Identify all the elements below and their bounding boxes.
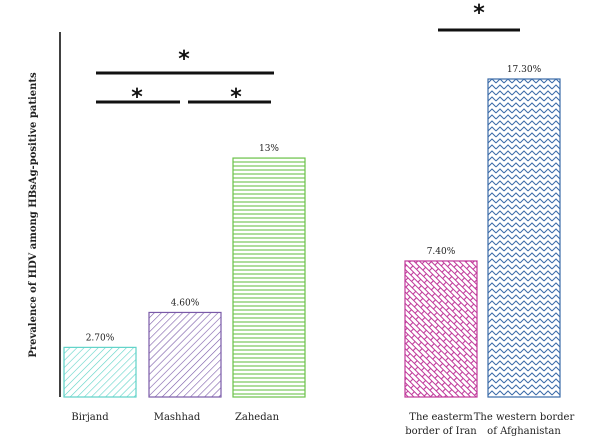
bar-2 [148, 311, 222, 398]
category-label-4-line1: The easterm [409, 412, 473, 423]
bar-5 [487, 78, 561, 398]
category-label-4-line2: border of Iran [405, 426, 477, 437]
significance-star-2: * [230, 85, 242, 110]
value-label-3: 13% [259, 144, 279, 154]
significance-star-4: * [473, 1, 485, 26]
value-label-2: 4.60% [171, 298, 200, 308]
value-label-1: 2.70% [86, 333, 115, 343]
category-label-2: Mashhad [154, 412, 201, 423]
y-axis-label: Prevalence of HDV among HBsAg-positive p… [28, 72, 39, 358]
category-label-5-line2: of Afghanistan [487, 426, 561, 437]
significance-star-1: * [131, 85, 143, 110]
category-label-1: Birjand [71, 412, 109, 423]
value-label-4: 7.40% [427, 247, 456, 257]
bar-4 [404, 260, 478, 398]
significance-star-3: * [178, 47, 190, 72]
bar-3 [232, 157, 306, 398]
category-label-5-line1: The western border [474, 412, 575, 423]
bar-1 [63, 346, 137, 398]
value-label-5: 17.30% [507, 65, 542, 75]
category-label-3: Zahedan [235, 412, 280, 423]
